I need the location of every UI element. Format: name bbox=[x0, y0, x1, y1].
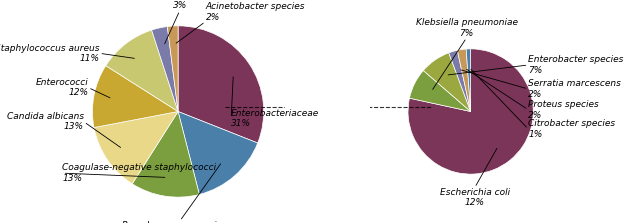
Wedge shape bbox=[457, 49, 471, 112]
Text: Acinetobacter species
2%: Acinetobacter species 2% bbox=[205, 2, 305, 22]
Text: Coagulase-negative staphylococci
13%: Coagulase-negative staphylococci 13% bbox=[62, 163, 217, 183]
Wedge shape bbox=[410, 70, 471, 112]
Wedge shape bbox=[92, 66, 178, 128]
Text: Candida albicans
13%: Candida albicans 13% bbox=[7, 112, 84, 132]
Text: Serratia marcescens
2%: Serratia marcescens 2% bbox=[529, 79, 621, 99]
Wedge shape bbox=[449, 50, 471, 112]
Text: Escherichia coli
12%: Escherichia coli 12% bbox=[439, 188, 509, 207]
Wedge shape bbox=[106, 30, 178, 112]
Wedge shape bbox=[424, 53, 471, 112]
Text: Citrobacter species
1%: Citrobacter species 1% bbox=[529, 120, 616, 139]
Wedge shape bbox=[151, 27, 178, 112]
Text: Other Candida
3%: Other Candida 3% bbox=[147, 0, 212, 10]
Wedge shape bbox=[408, 49, 533, 174]
Wedge shape bbox=[132, 112, 199, 197]
Text: Enterococci
12%: Enterococci 12% bbox=[36, 78, 88, 97]
Wedge shape bbox=[178, 112, 258, 194]
Text: Enterobacter species
7%: Enterobacter species 7% bbox=[529, 55, 624, 75]
Text: Klebsiella pneumoniae
7%: Klebsiella pneumoniae 7% bbox=[416, 18, 518, 38]
Text: Pseudomonas aeruginosa
15%: Pseudomonas aeruginosa 15% bbox=[121, 221, 238, 223]
Text: Proteus species
2%: Proteus species 2% bbox=[529, 100, 599, 120]
Wedge shape bbox=[167, 26, 178, 112]
Wedge shape bbox=[94, 112, 178, 184]
Text: Staphylococcus aureus
11%: Staphylococcus aureus 11% bbox=[0, 43, 99, 63]
Text: Enterobacteriaceae
31%: Enterobacteriaceae 31% bbox=[231, 109, 319, 128]
Wedge shape bbox=[178, 26, 264, 143]
Wedge shape bbox=[466, 49, 471, 112]
